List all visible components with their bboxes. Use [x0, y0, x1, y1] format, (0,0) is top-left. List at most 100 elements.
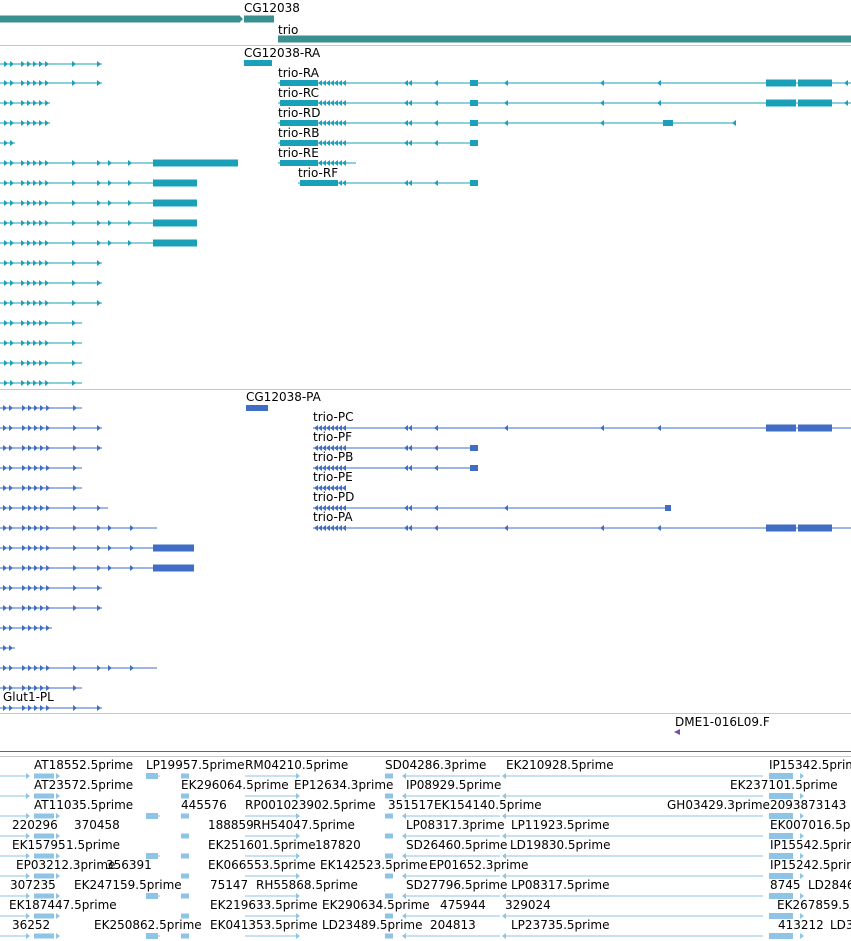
est-label[interactable]: 36252	[12, 918, 51, 932]
transcript-feature[interactable]	[72, 240, 76, 246]
transcript-feature[interactable]	[153, 179, 197, 187]
transcript-feature[interactable]	[97, 260, 101, 266]
est-feature[interactable]	[34, 873, 54, 879]
transcript-feature[interactable]	[33, 240, 37, 246]
protein-feature[interactable]	[40, 625, 44, 631]
protein-feature[interactable]	[404, 445, 408, 451]
est-label[interactable]: EK187447.5prime	[9, 898, 117, 912]
protein-feature[interactable]	[46, 545, 50, 551]
transcript-feature[interactable]	[72, 180, 76, 186]
protein-feature[interactable]	[28, 605, 32, 611]
transcript-feature[interactable]	[408, 100, 412, 106]
transcript-feature[interactable]	[21, 180, 25, 186]
protein-feature[interactable]	[108, 665, 112, 671]
transcript-feature[interactable]	[798, 99, 832, 107]
est-label[interactable]: RH54047.5prime	[253, 818, 355, 832]
transcript-feature[interactable]	[4, 380, 8, 386]
protein-feature[interactable]	[46, 625, 50, 631]
est-label[interactable]: EK267859.5	[777, 898, 850, 912]
transcript-feature[interactable]	[280, 80, 318, 86]
protein-feature[interactable]	[322, 485, 326, 491]
est-label[interactable]: EK007016.5prime	[770, 818, 851, 832]
protein-feature[interactable]	[46, 505, 50, 511]
protein-feature[interactable]	[28, 485, 32, 491]
transcript-feature[interactable]	[21, 100, 25, 106]
transcript-feature[interactable]	[408, 80, 412, 86]
transcript-feature[interactable]	[404, 140, 408, 146]
transcript-label[interactable]: trio-RE	[278, 146, 319, 160]
est-feature[interactable]	[800, 913, 804, 919]
transcript-feature[interactable]	[97, 61, 101, 67]
transcript-feature[interactable]	[4, 160, 8, 166]
transcript-feature[interactable]	[318, 180, 322, 186]
protein-feature[interactable]	[9, 625, 13, 631]
transcript-feature[interactable]	[280, 100, 318, 106]
transcript-feature[interactable]	[4, 220, 8, 226]
transcript-feature[interactable]	[72, 80, 76, 86]
est-label[interactable]: 75147	[210, 878, 249, 892]
transcript-feature[interactable]	[97, 180, 101, 186]
transcript-feature[interactable]	[27, 80, 31, 86]
protein-feature[interactable]	[46, 685, 50, 691]
transcript-feature[interactable]	[97, 300, 101, 306]
transcript-feature[interactable]	[27, 61, 31, 67]
transcript-feature[interactable]	[4, 120, 8, 126]
protein-feature[interactable]	[322, 465, 326, 471]
protein-feature[interactable]	[334, 525, 338, 531]
transcript-feature[interactable]	[45, 340, 49, 346]
transcript-feature[interactable]	[27, 240, 31, 246]
protein-feature[interactable]	[342, 485, 346, 491]
protein-feature[interactable]	[9, 605, 13, 611]
transcript-feature[interactable]	[4, 300, 8, 306]
est-label[interactable]: IP15242.5prime	[770, 858, 851, 872]
est-feature[interactable]	[402, 893, 406, 899]
protein-feature[interactable]	[318, 465, 322, 471]
protein-feature[interactable]	[28, 445, 32, 451]
transcript-feature[interactable]	[322, 140, 326, 146]
transcript-feature[interactable]	[33, 260, 37, 266]
transcript-feature[interactable]	[39, 320, 43, 326]
transcript-feature[interactable]	[33, 61, 37, 67]
protein-feature[interactable]	[322, 525, 326, 531]
protein-feature[interactable]	[322, 445, 326, 451]
transcript-label[interactable]: CG12038-RA	[244, 46, 321, 60]
transcript-feature[interactable]	[10, 80, 14, 86]
transcript-feature[interactable]	[338, 100, 342, 106]
est-feature[interactable]	[146, 773, 158, 779]
transcript-feature[interactable]	[434, 180, 438, 186]
transcript-feature[interactable]	[33, 220, 37, 226]
protein-feature[interactable]	[73, 485, 77, 491]
protein-feature[interactable]	[73, 665, 77, 671]
protein-feature[interactable]	[470, 465, 478, 471]
transcript-feature[interactable]	[45, 61, 49, 67]
transcript-feature[interactable]	[27, 180, 31, 186]
protein-feature[interactable]	[766, 424, 796, 432]
transcript-label[interactable]: trio-RA	[278, 66, 319, 80]
transcript-feature[interactable]	[39, 160, 43, 166]
est-feature[interactable]	[181, 893, 189, 899]
protein-feature[interactable]	[40, 465, 44, 471]
transcript-feature[interactable]	[732, 120, 736, 126]
transcript-feature[interactable]	[663, 120, 673, 126]
transcript-feature[interactable]	[326, 100, 330, 106]
transcript-feature[interactable]	[766, 99, 796, 107]
transcript-feature[interactable]	[330, 100, 334, 106]
protein-feature[interactable]	[318, 425, 322, 431]
protein-label[interactable]: trio-PC	[313, 410, 354, 424]
protein-feature[interactable]	[40, 505, 44, 511]
transcript-feature[interactable]	[330, 120, 334, 126]
transcript-feature[interactable]	[330, 160, 334, 166]
est-feature[interactable]	[26, 793, 30, 799]
transcript-feature[interactable]	[39, 180, 43, 186]
protein-feature[interactable]	[130, 665, 134, 671]
transcript-feature[interactable]	[39, 61, 43, 67]
protein-feature[interactable]	[34, 545, 38, 551]
protein-feature[interactable]	[314, 505, 318, 511]
protein-feature[interactable]	[97, 665, 101, 671]
protein-feature[interactable]	[34, 505, 38, 511]
protein-feature[interactable]	[3, 685, 7, 691]
protein-feature[interactable]	[3, 525, 7, 531]
est-label[interactable]: EK154140.5prime	[434, 798, 542, 812]
protein-feature[interactable]	[342, 425, 346, 431]
protein-feature[interactable]	[334, 445, 338, 451]
